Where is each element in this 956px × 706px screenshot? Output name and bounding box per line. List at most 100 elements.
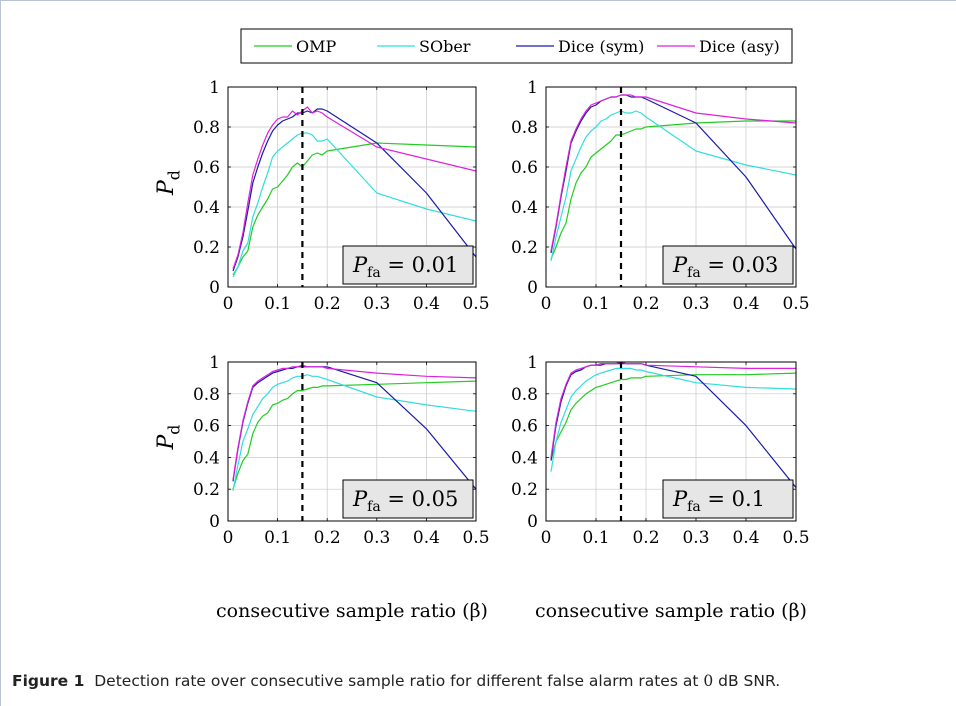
y-tick-label: 0.6 — [511, 158, 538, 178]
chart-panel-4: 0 0.1 0.2 0.3 0.4 0.5 0 0.2 0.4 0.6 0.8 1 consecutiv… — [511, 353, 810, 622]
annotation-box: Pfa = 0.03 — [662, 245, 794, 285]
chart-panel-1: 0 0.1 0.2 0.3 0.4 0.5 0 0.2 0.4 0.6 0.8 1 Pd Pfa = 0.… — [154, 78, 490, 314]
y-tick-label: 0.4 — [511, 448, 538, 468]
x-tick-label: 0.5 — [462, 528, 489, 548]
y-tick-label: 0.6 — [193, 417, 220, 437]
x-tick-label: 0.1 — [582, 528, 609, 548]
y-tick-label: 0.6 — [193, 158, 220, 178]
y-tick-label: 0 — [209, 278, 220, 298]
y-tick-label: 0 — [527, 512, 538, 532]
chart-panel-3: 0 0.1 0.2 0.3 0.4 0.5 0 0.2 0.4 0.6 0.8 1 Pd consecut… — [154, 353, 490, 622]
y-tick-label: 0.4 — [193, 198, 220, 218]
series-line — [550, 110, 796, 262]
legend: OMP SOber Dice (sym) Dice (asy) — [240, 28, 793, 64]
series-line — [550, 94, 796, 252]
legend-entry: SOber — [377, 37, 471, 56]
x-tick-label: 0.5 — [782, 528, 809, 548]
series-line — [550, 362, 796, 458]
annotation-box: Pfa = 0.01 — [342, 245, 474, 285]
caption-text-after: dB SNR. — [718, 672, 781, 690]
y-tick-label: 0.6 — [511, 417, 538, 437]
x-tick-label: 0.2 — [632, 528, 659, 548]
series-line — [550, 94, 796, 254]
figure-caption: Figure 1 Detection rate over consecutive… — [12, 672, 952, 690]
x-tick-label: 0.2 — [314, 528, 341, 548]
x-axis-label: consecutive sample ratio (β) — [535, 600, 807, 622]
chart-panel-2: 0 0.1 0.2 0.3 0.4 0.5 0 0.2 0.4 0.6 0.8 1 Pfa = 0.03 — [511, 78, 810, 314]
series-line — [550, 120, 796, 260]
series-line — [232, 108, 476, 272]
y-tick-label: 0.8 — [511, 118, 538, 138]
x-tick-label: 0.3 — [363, 528, 390, 548]
annotation-bg — [662, 245, 794, 285]
x-tick-label: 0.4 — [732, 528, 759, 548]
x-axis-label: consecutive sample ratio (β) — [216, 600, 488, 622]
x-tick-label: 0.3 — [363, 294, 390, 314]
y-tick-label: 0.4 — [193, 448, 220, 468]
series-line — [232, 380, 476, 490]
annotation-text: Pfa = 0.1 — [672, 487, 765, 515]
x-tick-label: 0 — [223, 294, 234, 314]
legend-label: Dice (sym) — [558, 37, 644, 56]
y-tick-label: 0.2 — [193, 480, 220, 500]
y-tick-label: 0.2 — [193, 238, 220, 258]
y-tick-label: 1 — [527, 353, 538, 373]
x-tick-label: 0.5 — [782, 294, 809, 314]
y-tick-label: 1 — [527, 78, 538, 98]
axis-frame — [227, 86, 477, 288]
x-tick-label: 0.2 — [314, 294, 341, 314]
y-tick-label: 0 — [527, 278, 538, 298]
series-line — [232, 142, 476, 276]
x-tick-label: 0.4 — [732, 294, 759, 314]
annotation-bg — [342, 479, 474, 519]
annotation-bg — [662, 479, 794, 519]
y-tick-label: 0.4 — [511, 198, 538, 218]
x-tick-label: 0.2 — [632, 294, 659, 314]
y-tick-label: 1 — [209, 78, 220, 98]
axis-frame — [545, 86, 797, 288]
series-line — [232, 132, 476, 278]
x-tick-label: 0.5 — [462, 294, 489, 314]
caption-snr-value: 0 — [703, 672, 714, 690]
axis-frame — [545, 361, 797, 522]
series-line — [232, 106, 476, 270]
y-tick-label: 0.2 — [511, 480, 538, 500]
x-tick-label: 0.1 — [264, 528, 291, 548]
caption-label: Figure 1 — [12, 672, 85, 690]
x-tick-label: 0.4 — [413, 528, 440, 548]
legend-entry: Dice (sym) — [516, 37, 644, 56]
axis-frame — [227, 361, 477, 522]
y-tick-label: 0.8 — [193, 385, 220, 405]
annotation-box: Pfa = 0.1 — [662, 479, 794, 519]
annotation-bg — [342, 245, 474, 285]
y-tick-label: 0.8 — [511, 385, 538, 405]
x-tick-label: 0 — [541, 528, 552, 548]
x-tick-label: 0.4 — [413, 294, 440, 314]
x-tick-label: 0.3 — [682, 294, 709, 314]
legend-label: Dice (asy) — [699, 37, 780, 56]
legend-entry: Dice (asy) — [657, 37, 780, 56]
x-tick-label: 0 — [541, 294, 552, 314]
y-axis-label: Pd — [154, 170, 184, 196]
x-tick-label: 0.3 — [682, 528, 709, 548]
series-line — [550, 372, 796, 461]
y-tick-label: 0.8 — [193, 118, 220, 138]
annotation-text: Pfa = 0.01 — [352, 253, 458, 281]
legend-label: OMP — [296, 37, 337, 56]
annotation-box: Pfa = 0.05 — [342, 479, 474, 519]
y-axis-label: Pd — [154, 425, 184, 451]
annotation-text: Pfa = 0.05 — [352, 487, 458, 515]
y-axis-label-text: Pd — [154, 425, 184, 451]
y-tick-label: 1 — [209, 353, 220, 373]
x-tick-label: 0 — [223, 528, 234, 548]
legend-label: SOber — [419, 37, 471, 56]
series-line — [232, 374, 476, 491]
series-line — [550, 367, 796, 472]
x-tick-label: 0.1 — [264, 294, 291, 314]
x-tick-label: 0.1 — [582, 294, 609, 314]
y-tick-label: 0 — [209, 512, 220, 532]
caption-text-before: Detection rate over consecutive sample r… — [94, 672, 699, 690]
y-tick-label: 0.2 — [511, 238, 538, 258]
